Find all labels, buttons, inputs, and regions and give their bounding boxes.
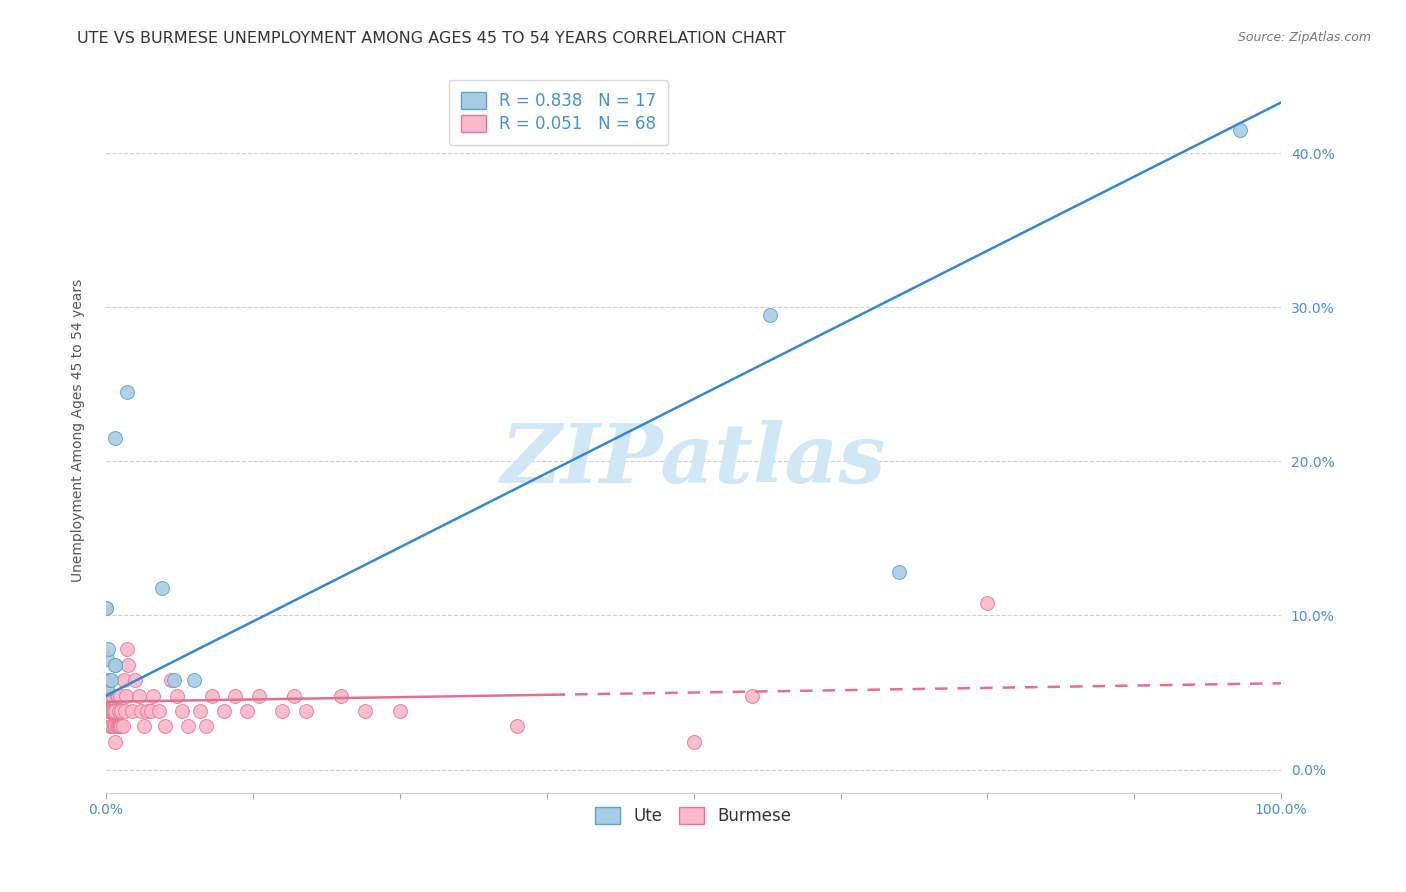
Point (108, 719, 131, 733)
Point (166, 689, 188, 703)
Point (101, 704, 124, 718)
Point (101, 719, 124, 733)
Point (889, 566, 911, 580)
Point (110, 704, 132, 718)
Point (330, 689, 353, 703)
Point (100, 704, 122, 718)
Point (142, 689, 165, 703)
Point (132, 719, 155, 733)
Point (177, 719, 200, 733)
Point (682, 735, 704, 749)
Point (271, 704, 294, 718)
Point (152, 581, 174, 595)
Point (101, 704, 124, 718)
Point (97, 642, 120, 657)
Point (94, 600, 117, 615)
Point (104, 657, 127, 672)
Point (163, 673, 186, 688)
Point (94, 673, 117, 688)
Point (98, 704, 121, 718)
Point (105, 689, 128, 703)
Point (108, 689, 131, 703)
Point (741, 689, 763, 703)
Point (110, 719, 132, 733)
Point (353, 704, 375, 718)
Point (976, 596, 998, 610)
Point (117, 657, 139, 672)
Point (107, 719, 129, 733)
Point (183, 673, 205, 688)
Point (111, 719, 134, 733)
Text: UTE VS BURMESE UNEMPLOYMENT AMONG AGES 45 TO 54 YEARS CORRELATION CHART: UTE VS BURMESE UNEMPLOYMENT AMONG AGES 4… (77, 31, 786, 46)
Point (283, 689, 305, 703)
Point (101, 689, 124, 703)
Point (104, 431, 127, 445)
Point (136, 704, 159, 718)
Point (172, 704, 194, 718)
Point (247, 689, 270, 703)
Text: Source: ZipAtlas.com: Source: ZipAtlas.com (1237, 31, 1371, 45)
Point (212, 704, 235, 718)
Point (96, 682, 118, 697)
Point (94, 704, 117, 718)
Point (115, 385, 138, 400)
Point (148, 704, 170, 718)
Point (103, 719, 125, 733)
Point (97, 689, 120, 703)
Point (100, 719, 122, 733)
Point (96, 689, 118, 703)
Point (128, 689, 150, 703)
Point (131, 704, 153, 718)
Point (96, 704, 118, 718)
Point (108, 719, 131, 733)
Point (98, 719, 121, 733)
Point (104, 735, 127, 749)
Point (107, 689, 129, 703)
Point (98, 673, 121, 688)
Point (388, 704, 411, 718)
Point (121, 704, 143, 718)
Y-axis label: Unemployment Among Ages 45 to 54 years: Unemployment Among Ages 45 to 54 years (72, 279, 86, 582)
Point (97, 704, 120, 718)
Point (194, 719, 217, 733)
Point (100, 673, 122, 688)
Point (112, 673, 135, 688)
Point (159, 673, 181, 688)
Point (104, 657, 127, 672)
Point (115, 642, 138, 657)
Point (139, 704, 162, 718)
Point (104, 719, 127, 733)
Point (105, 719, 128, 733)
Point (224, 689, 246, 703)
Text: ZIPatlas: ZIPatlas (501, 419, 886, 500)
Point (103, 704, 125, 718)
Point (153, 719, 176, 733)
Point (201, 689, 224, 703)
Point (114, 704, 136, 718)
Point (236, 704, 259, 718)
Point (96, 651, 118, 665)
Point (295, 704, 318, 718)
Point (104, 704, 127, 718)
Point (188, 704, 211, 718)
Point (94, 600, 117, 615)
Point (94, 689, 117, 703)
Point (506, 719, 529, 733)
Point (115, 689, 138, 703)
Point (124, 673, 146, 688)
Point (96, 673, 118, 688)
Legend: Ute, Burmese: Ute, Burmese (585, 797, 801, 835)
Point (108, 704, 131, 718)
Point (759, 308, 782, 322)
Point (1229, 123, 1251, 137)
